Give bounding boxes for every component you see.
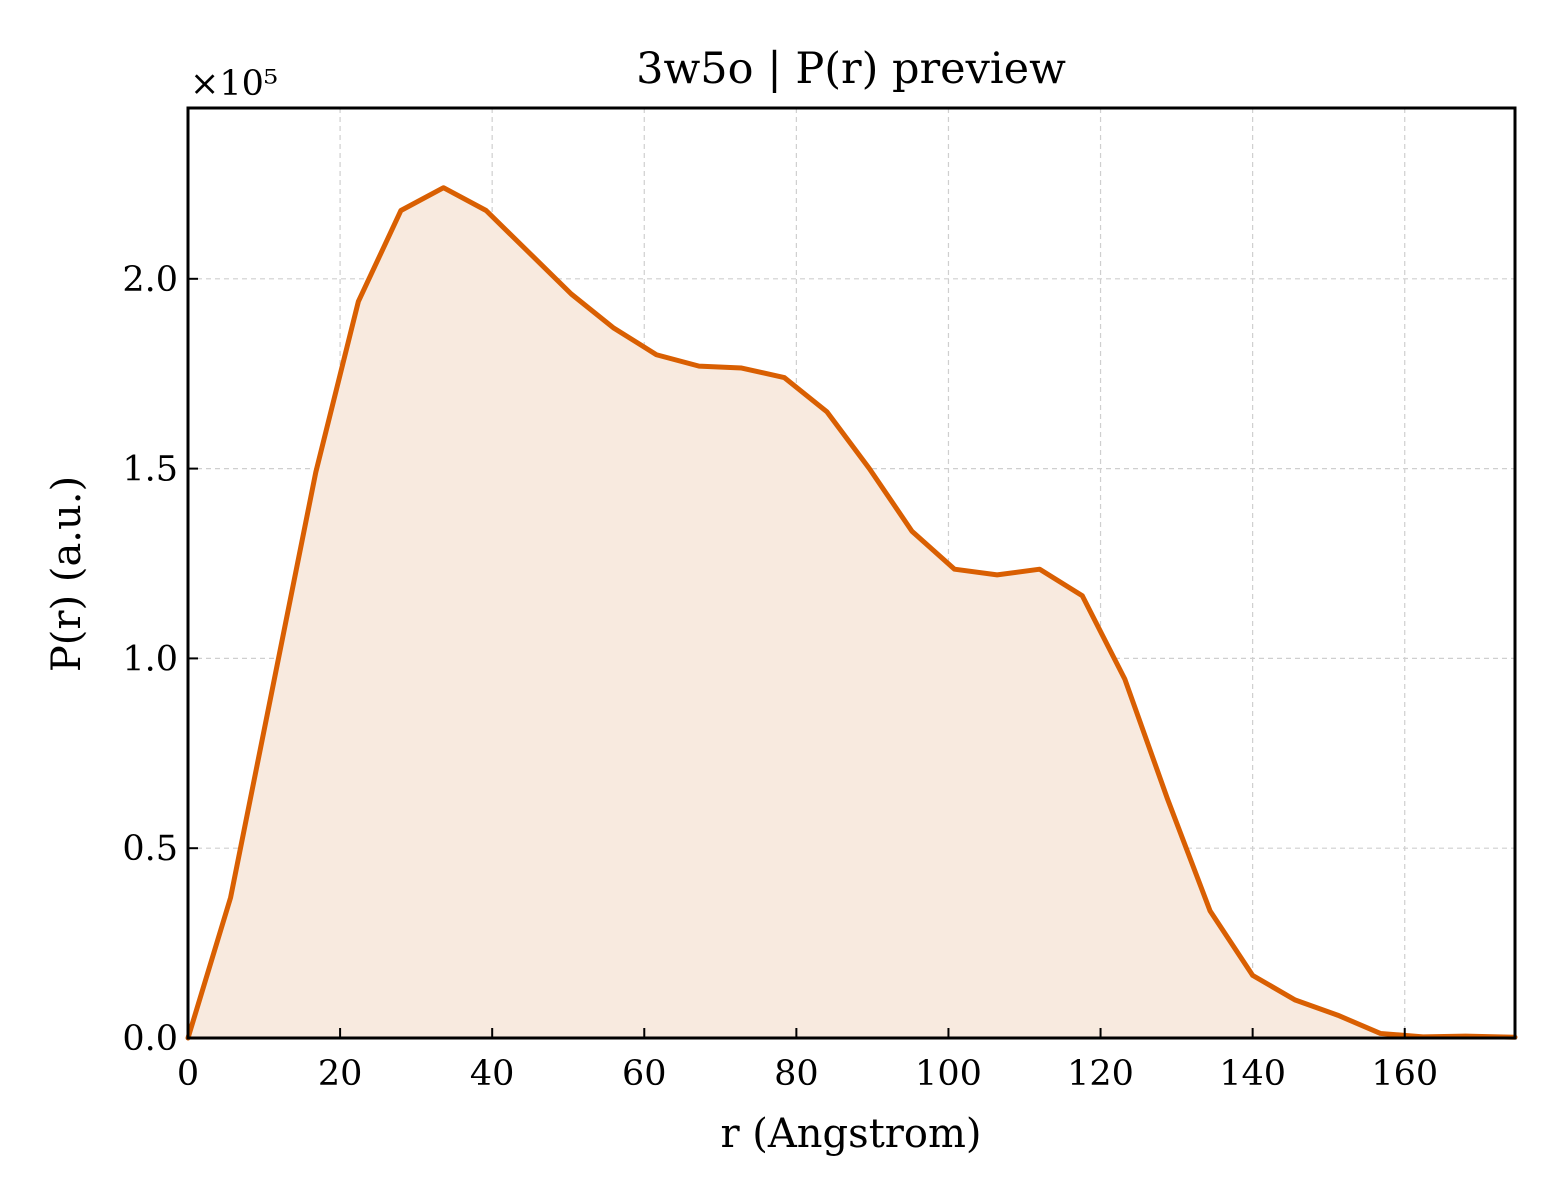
y-axis-label: P(r) (a.u.) xyxy=(44,476,90,672)
x-axis-label: r (Angstrom) xyxy=(720,1111,981,1157)
chart-title: 3w5o | P(r) preview xyxy=(636,44,1066,94)
area-fill xyxy=(188,187,1515,1038)
x-tick-label: 140 xyxy=(1219,1054,1286,1094)
y-tick-label: 1.0 xyxy=(122,639,178,679)
x-tick-label: 80 xyxy=(774,1054,819,1094)
x-tick-label: 20 xyxy=(318,1054,363,1094)
x-tick-label: 40 xyxy=(470,1054,515,1094)
x-tick-label: 160 xyxy=(1371,1054,1438,1094)
axis-ticks: 0 20 40 60 80 100 120 140 160 0.0 0.5 1.0 1.5 2.0 xyxy=(122,260,1438,1094)
x-tick-label: 60 xyxy=(622,1054,667,1094)
plot-frame xyxy=(186,106,1517,1040)
data-line xyxy=(185,185,1518,1041)
x-tick-label: 0 xyxy=(177,1054,199,1094)
x-tick-label: 100 xyxy=(915,1054,982,1094)
y-tick-label: 2.0 xyxy=(122,260,178,300)
y-tick-label: 0.0 xyxy=(122,1019,178,1059)
y-tick-label: 0.5 xyxy=(122,829,178,869)
y-tick-label: 1.5 xyxy=(122,450,178,490)
x-tick-label: 120 xyxy=(1067,1054,1134,1094)
y-axis-multiplier: ×10⁵ xyxy=(190,64,278,104)
